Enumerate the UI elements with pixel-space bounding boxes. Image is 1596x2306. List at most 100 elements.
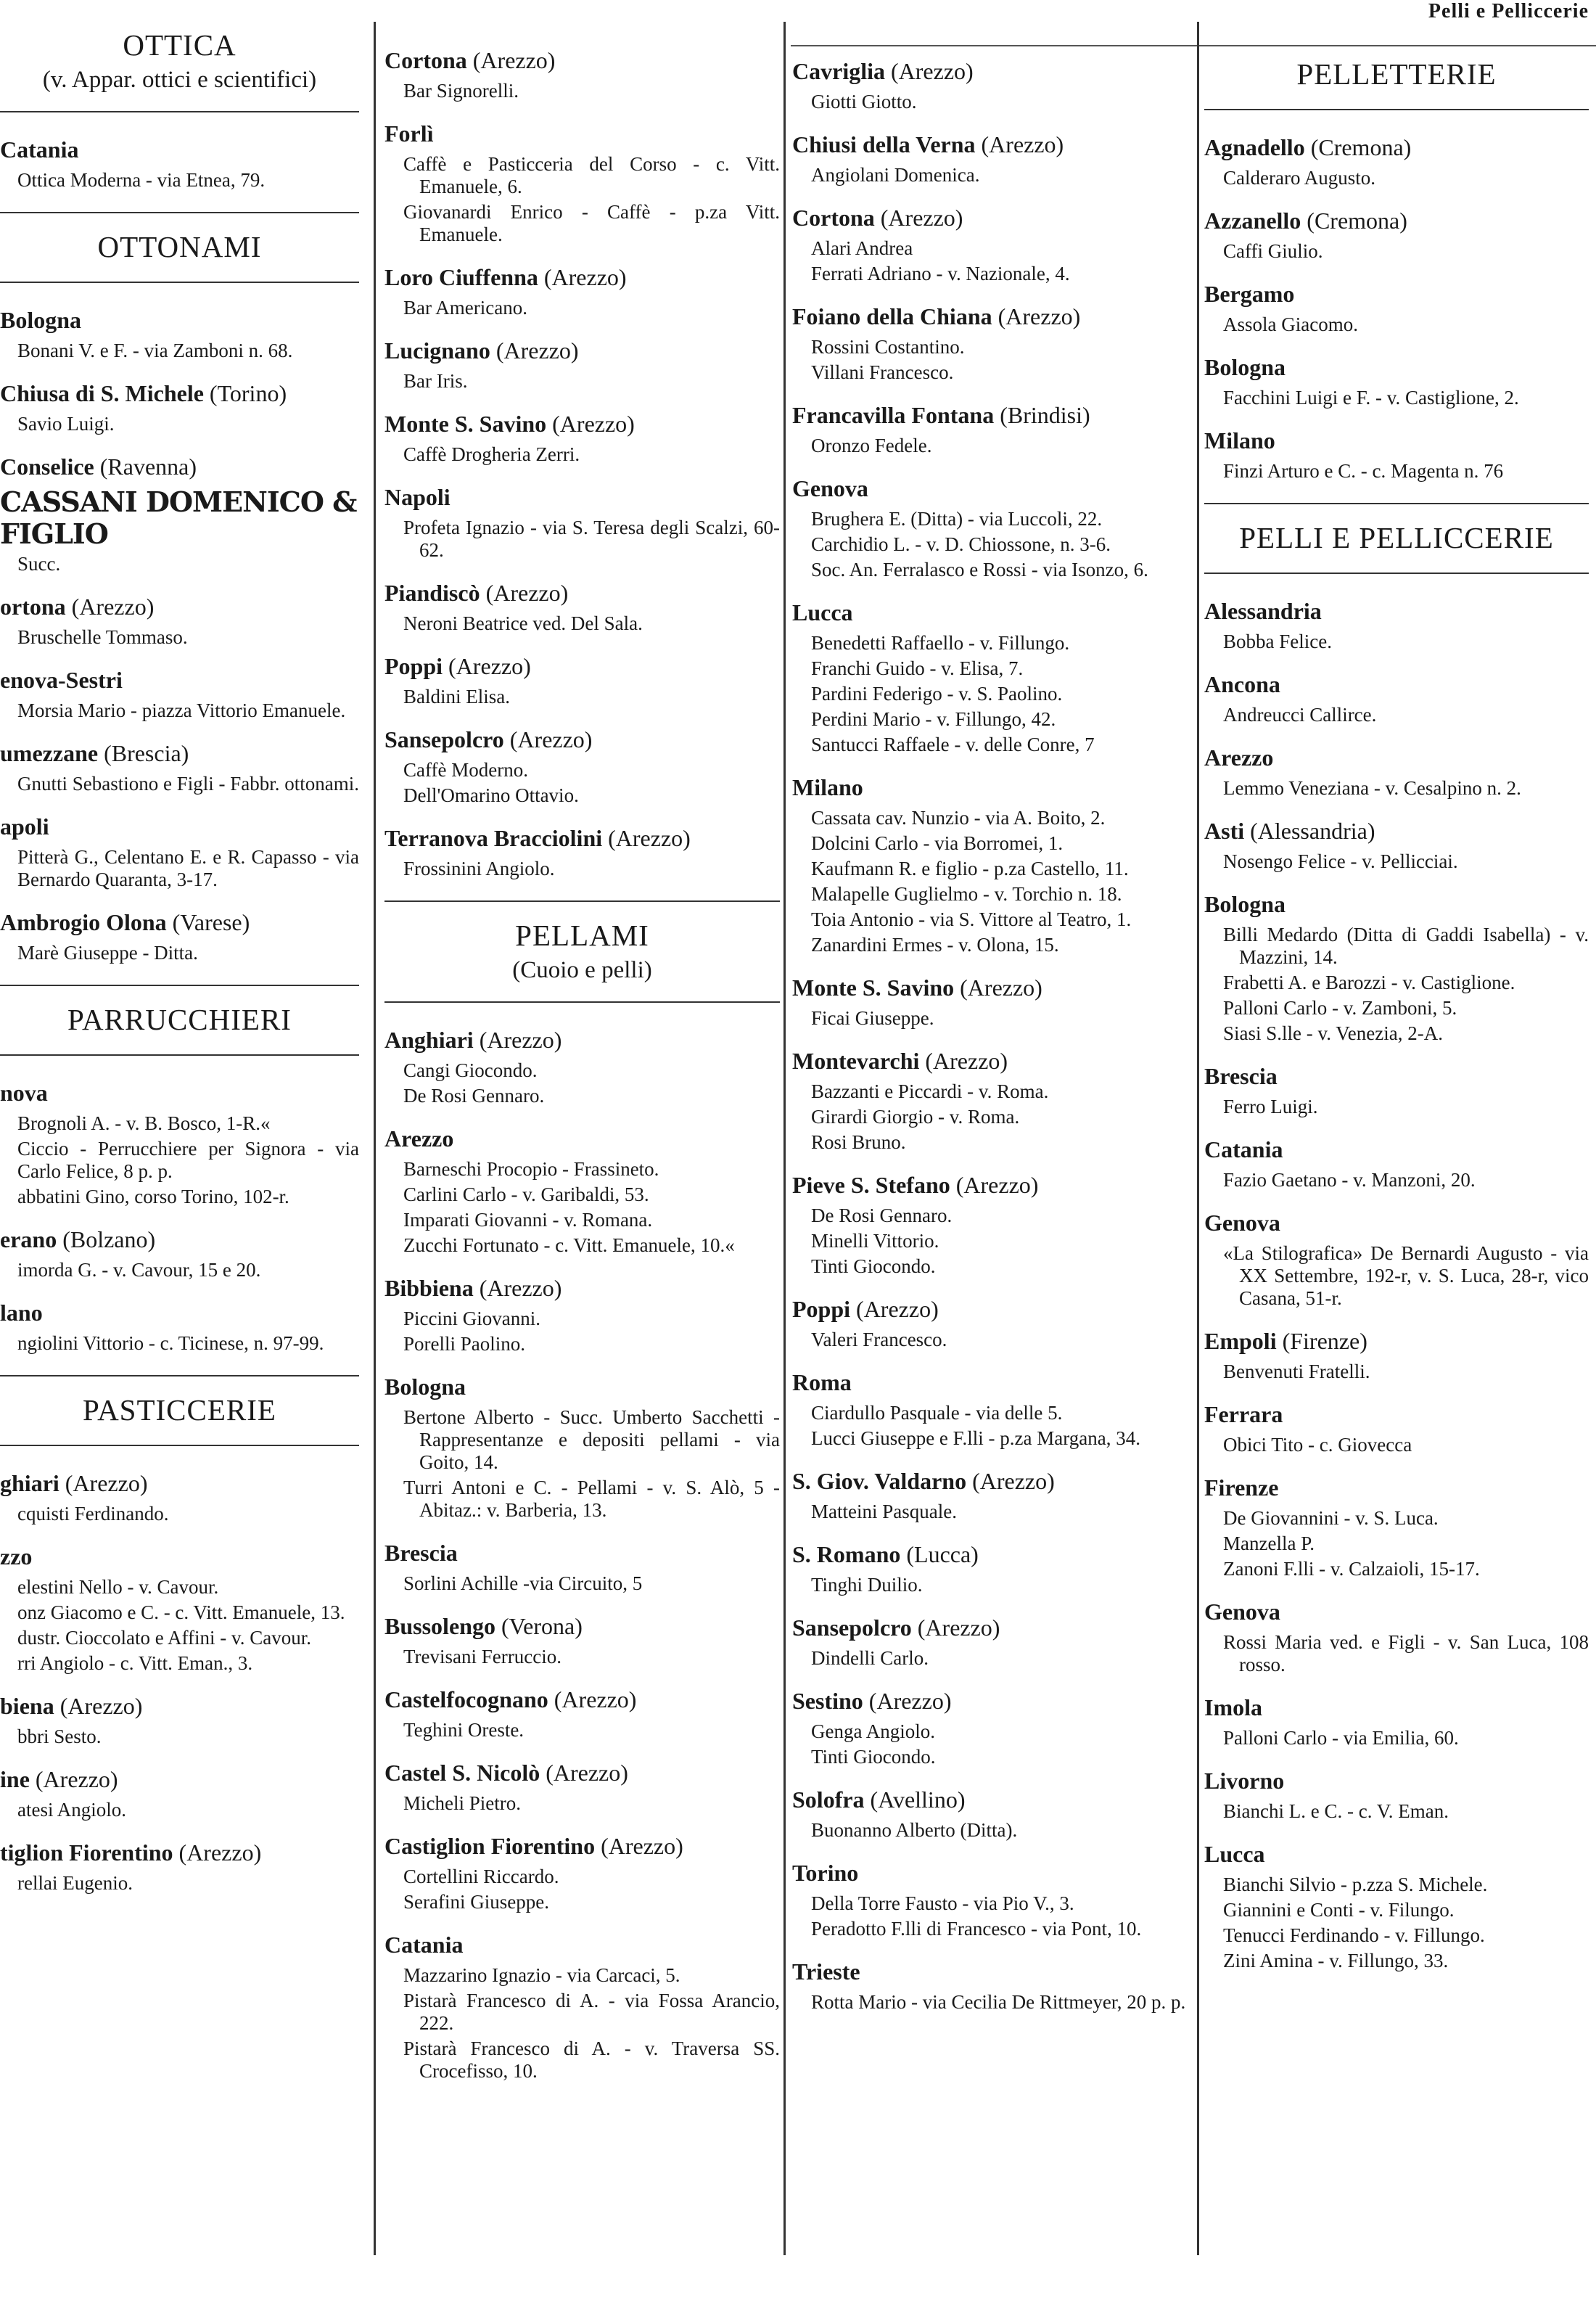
- city-heading: Trieste: [792, 1956, 1190, 1987]
- entry-list: atesi Angiolo.: [0, 1799, 359, 1821]
- list-item: Caffè e Pasticceria del Corso - c. Vitt.…: [403, 153, 780, 197]
- section-title: OTTICA: [123, 28, 236, 62]
- city-heading: Bologna: [0, 305, 359, 335]
- city-name: Montevarchi: [792, 1048, 920, 1074]
- city-name: ortona: [0, 594, 66, 620]
- list-item: Cassata cav. Nunzio - via A. Boito, 2.: [811, 807, 1106, 829]
- province: (Arezzo): [509, 726, 593, 752]
- city-block: Forlì Caffè e Pasticceria del Corso - c. …: [384, 118, 780, 246]
- city-block: Francavilla Fontana (Brindisi) Oronzo Fed…: [792, 400, 1190, 457]
- city-heading: Bibbiena (Arezzo): [384, 1273, 780, 1303]
- city-heading: biena (Arezzo): [0, 1691, 359, 1721]
- city-heading: Monte S. Savino (Arezzo): [792, 972, 1190, 1003]
- city-heading: Castel S. Nicolò (Arezzo): [384, 1757, 780, 1788]
- city-block: Bologna Bonani V. e F. - via Zamboni n. 6…: [0, 305, 359, 362]
- entry-list: Savio Luigi.: [0, 413, 359, 435]
- entry-list: Matteini Pasquale.: [792, 1501, 1190, 1523]
- city-name: lano: [0, 1300, 43, 1326]
- list-item: Dindelli Carlo.: [811, 1647, 929, 1669]
- province: (Arezzo): [955, 1172, 1039, 1198]
- province: (Avellino): [870, 1786, 966, 1813]
- city-name: Napoli: [384, 484, 451, 510]
- city-name: Francavilla Fontana: [792, 402, 995, 428]
- province: (Lucca): [906, 1541, 979, 1567]
- city-heading: Genova: [1204, 1207, 1589, 1238]
- province: (Cremona): [1310, 134, 1412, 160]
- list-item: Assola Giacomo.: [1223, 313, 1358, 335]
- entry-list: Baldini Elisa.: [384, 686, 780, 708]
- city-block: Catania Ottica Moderna - via Etnea, 79.: [0, 134, 359, 192]
- entry-list: elestini Nello - v. Cavour. onz Giacomo e…: [0, 1576, 359, 1675]
- city-name: erano: [0, 1226, 57, 1252]
- city-block: ine (Arezzo) atesi Angiolo.: [0, 1764, 359, 1821]
- province: (Arezzo): [485, 580, 569, 606]
- city-name: Cortona: [792, 205, 875, 231]
- list-item: Tinti Giocondo.: [811, 1255, 936, 1277]
- list-item: Pistarà Francesco di A. - via Fossa Aran…: [403, 1990, 780, 2034]
- city-heading: Francavilla Fontana (Brindisi): [792, 400, 1190, 430]
- list-item: Bar Iris.: [403, 370, 468, 392]
- list-item: rri Angiolo - c. Vitt. Eman., 3.: [17, 1652, 253, 1674]
- city-block: Bologna Billi Medardo (Ditta di Gaddi Isa…: [1204, 889, 1589, 1045]
- province: (Arezzo): [59, 1693, 143, 1719]
- city-name: Genova: [792, 475, 868, 501]
- section-subtitle: (v. Appar. ottici e scientifici): [42, 67, 317, 93]
- list-item: Genga Angiolo.: [811, 1720, 935, 1742]
- entry-list: Facchini Luigi e F. - v. Castiglione, 2.: [1204, 387, 1589, 409]
- city-name: Cavriglia: [792, 58, 885, 84]
- list-item: Bruschelle Tommaso.: [17, 626, 188, 648]
- list-item: Santucci Raffaele - v. delle Conre, 7: [811, 734, 1095, 755]
- city-name: Poppi: [384, 653, 443, 679]
- province: (Arezzo): [71, 594, 155, 620]
- entry-list: Bazzanti e Piccardi - v. Roma. Girardi Gi…: [792, 1080, 1190, 1154]
- entry-list: Cassata cav. Nunzio - via A. Boito, 2. Do…: [792, 807, 1190, 956]
- list-item: bbri Sesto.: [17, 1726, 102, 1747]
- city-name: enova-Sestri: [0, 667, 123, 693]
- entry-list: imorda G. - v. Cavour, 15 e 20.: [0, 1259, 359, 1281]
- city-name: Alessandria: [1204, 598, 1322, 624]
- city-heading: Arezzo: [384, 1123, 780, 1154]
- list-item: Palloni Carlo - v. Zamboni, 5.: [1223, 997, 1457, 1019]
- city-heading: Monte S. Savino (Arezzo): [384, 409, 780, 439]
- list-item: dustr. Cioccolato e Affini - v. Cavour.: [17, 1627, 311, 1649]
- city-heading: Azzanello (Cremona): [1204, 205, 1589, 236]
- list-item: Cortellini Riccardo.: [403, 1866, 559, 1887]
- list-item: Giotti Giotto.: [811, 91, 917, 112]
- list-item: Rotta Mario - via Cecilia De Rittmeyer, …: [811, 1991, 1186, 2013]
- city-block: erano (Bolzano) imorda G. - v. Cavour, 15…: [0, 1224, 359, 1281]
- city-block: zzo elestini Nello - v. Cavour. onz Giacom…: [0, 1541, 359, 1675]
- city-name: Sansepolcro: [792, 1614, 912, 1641]
- city-block: Asti (Alessandria) Nosengo Felice - v. Pe…: [1204, 816, 1589, 873]
- province: (Arezzo): [479, 1275, 562, 1301]
- column-2: Cortona (Arezzo) Bar Signorelli. Forlì Caff…: [384, 0, 780, 2284]
- city-name: Bibbiena: [384, 1275, 474, 1301]
- list-item: Della Torre Fausto - via Pio V., 3.: [811, 1892, 1074, 1914]
- city-block: Roma Ciardullo Pasquale - via delle 5. Luc…: [792, 1367, 1190, 1450]
- city-heading: Bussolengo (Verona): [384, 1611, 780, 1641]
- entry-list: Rotta Mario - via Cecilia De Rittmeyer, …: [792, 1991, 1190, 2014]
- city-heading: Catania: [1204, 1134, 1589, 1165]
- entry-list: Valeri Francesco.: [792, 1329, 1190, 1351]
- city-name: Firenze: [1204, 1474, 1279, 1501]
- entry-list: Benedetti Raffaello - v. Fillungo. Franch…: [792, 632, 1190, 756]
- city-block: Imola Palloni Carlo - via Emilia, 60.: [1204, 1692, 1589, 1749]
- entry-list: rellai Eugenio.: [0, 1872, 359, 1895]
- list-item: Benedetti Raffaello - v. Fillungo.: [811, 632, 1070, 654]
- city-name: Bologna: [0, 307, 82, 333]
- province: (Arezzo): [35, 1766, 118, 1792]
- list-item: Nosengo Felice - v. Pellicciai.: [1223, 850, 1458, 872]
- city-heading: enova-Sestri: [0, 665, 359, 695]
- entry-list: Cortellini Riccardo. Serafini Giuseppe.: [384, 1866, 780, 1913]
- list-item: Fazio Gaetano - v. Manzoni, 20.: [1223, 1169, 1476, 1191]
- province: (Brescia): [104, 740, 189, 766]
- entry-list: Piccini Giovanni. Porelli Paolino.: [384, 1308, 780, 1355]
- province: (Arezzo): [890, 58, 974, 84]
- entry-list: Bianchi L. e C. - c. V. Eman.: [1204, 1800, 1589, 1823]
- entry-list: Finzi Arturo e C. - c. Magenta n. 76: [1204, 460, 1589, 483]
- province: (Arezzo): [448, 653, 531, 679]
- city-name: zzo: [0, 1543, 33, 1570]
- list-item: Tinghi Duilio.: [811, 1574, 923, 1596]
- province: (Verona): [501, 1613, 583, 1639]
- list-item: Succ.: [17, 553, 61, 575]
- section-heading: PELLETTERIE: [1204, 51, 1589, 110]
